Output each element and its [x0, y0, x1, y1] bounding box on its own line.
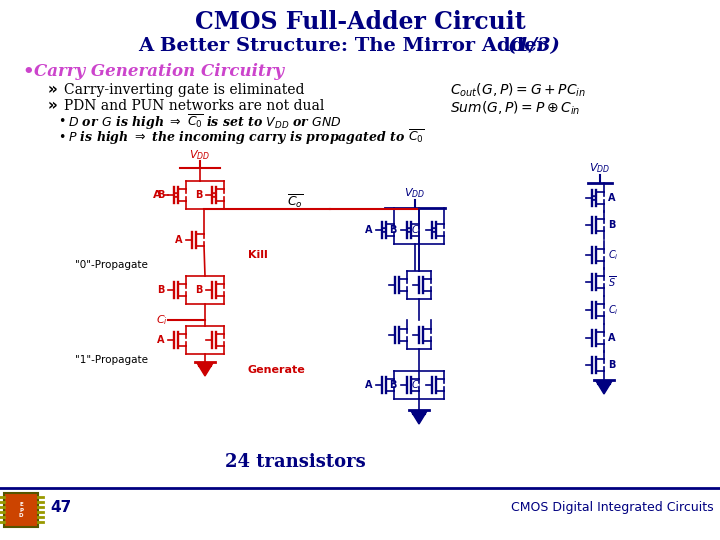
Text: $\overline{S}$: $\overline{S}$ — [608, 275, 616, 289]
Text: CMOS Digital Integrated Circuits: CMOS Digital Integrated Circuits — [511, 502, 714, 515]
Text: $\overline{C_o}$: $\overline{C_o}$ — [287, 192, 303, 210]
Text: $D$ or $G$ is high $\Rightarrow$ $\overline{C_0}$ is set to $V_{DD}$ or $GND$: $D$ or $G$ is high $\Rightarrow$ $\overl… — [68, 112, 342, 132]
Text: "1"-Propagate: "1"-Propagate — [75, 355, 148, 365]
Text: •: • — [58, 116, 66, 129]
Text: $C_i$: $C_i$ — [156, 313, 168, 327]
Text: 24 transistors: 24 transistors — [225, 453, 365, 471]
Text: E
P
D: E P D — [19, 502, 23, 518]
Text: B: B — [608, 360, 616, 370]
Text: A: A — [608, 333, 616, 343]
Polygon shape — [411, 411, 427, 424]
Bar — [4, 493, 38, 527]
Text: B: B — [157, 285, 164, 295]
Text: •: • — [22, 63, 34, 81]
Text: B: B — [390, 225, 397, 235]
Polygon shape — [197, 363, 213, 376]
Text: $V_{DD}$: $V_{DD}$ — [405, 186, 426, 200]
Text: B: B — [194, 285, 202, 295]
Text: »: » — [48, 83, 58, 98]
Text: B: B — [608, 220, 616, 230]
Text: $C_i$: $C_i$ — [411, 378, 422, 392]
Text: (1/3): (1/3) — [508, 37, 561, 55]
Text: $V_{DD}$: $V_{DD}$ — [189, 148, 211, 162]
Text: A Better Structure: The Mirror Adder: A Better Structure: The Mirror Adder — [138, 37, 554, 55]
Text: Carry Generation Circuitry: Carry Generation Circuitry — [34, 64, 284, 80]
Text: 47: 47 — [50, 501, 71, 516]
Text: »: » — [48, 98, 58, 113]
Text: $C_i$: $C_i$ — [411, 223, 422, 237]
Text: "0"-Propagate: "0"-Propagate — [75, 260, 148, 270]
Text: Generate: Generate — [248, 365, 306, 375]
Text: CMOS Full-Adder Circuit: CMOS Full-Adder Circuit — [194, 10, 526, 34]
Text: A: A — [156, 335, 164, 345]
Text: $C_{out}(G,P) = G+PC_{in}$: $C_{out}(G,P) = G+PC_{in}$ — [450, 82, 586, 99]
Text: A: A — [608, 193, 616, 203]
Polygon shape — [596, 381, 612, 394]
Text: B: B — [390, 380, 397, 390]
Text: B: B — [157, 190, 164, 200]
Text: $C_i$: $C_i$ — [608, 248, 618, 262]
Text: •: • — [58, 131, 66, 144]
Text: B: B — [194, 190, 202, 200]
Text: $P$ is high $\Rightarrow$ the incoming carry is propagated to $\overline{C_0}$: $P$ is high $\Rightarrow$ the incoming c… — [68, 127, 425, 146]
Text: $C_i$: $C_i$ — [608, 303, 618, 317]
Text: A: A — [174, 235, 182, 245]
Text: Carry-inverting gate is eliminated: Carry-inverting gate is eliminated — [64, 83, 305, 97]
Text: A: A — [364, 225, 372, 235]
Text: A: A — [364, 380, 372, 390]
Text: $Sum(G,P) = P \oplus C_{in}$: $Sum(G,P) = P \oplus C_{in}$ — [450, 99, 580, 117]
Text: Kill: Kill — [248, 250, 268, 260]
Text: $V_{DD}$: $V_{DD}$ — [590, 161, 611, 175]
Text: PDN and PUN networks are not dual: PDN and PUN networks are not dual — [64, 99, 325, 113]
Text: A: A — [153, 190, 162, 200]
